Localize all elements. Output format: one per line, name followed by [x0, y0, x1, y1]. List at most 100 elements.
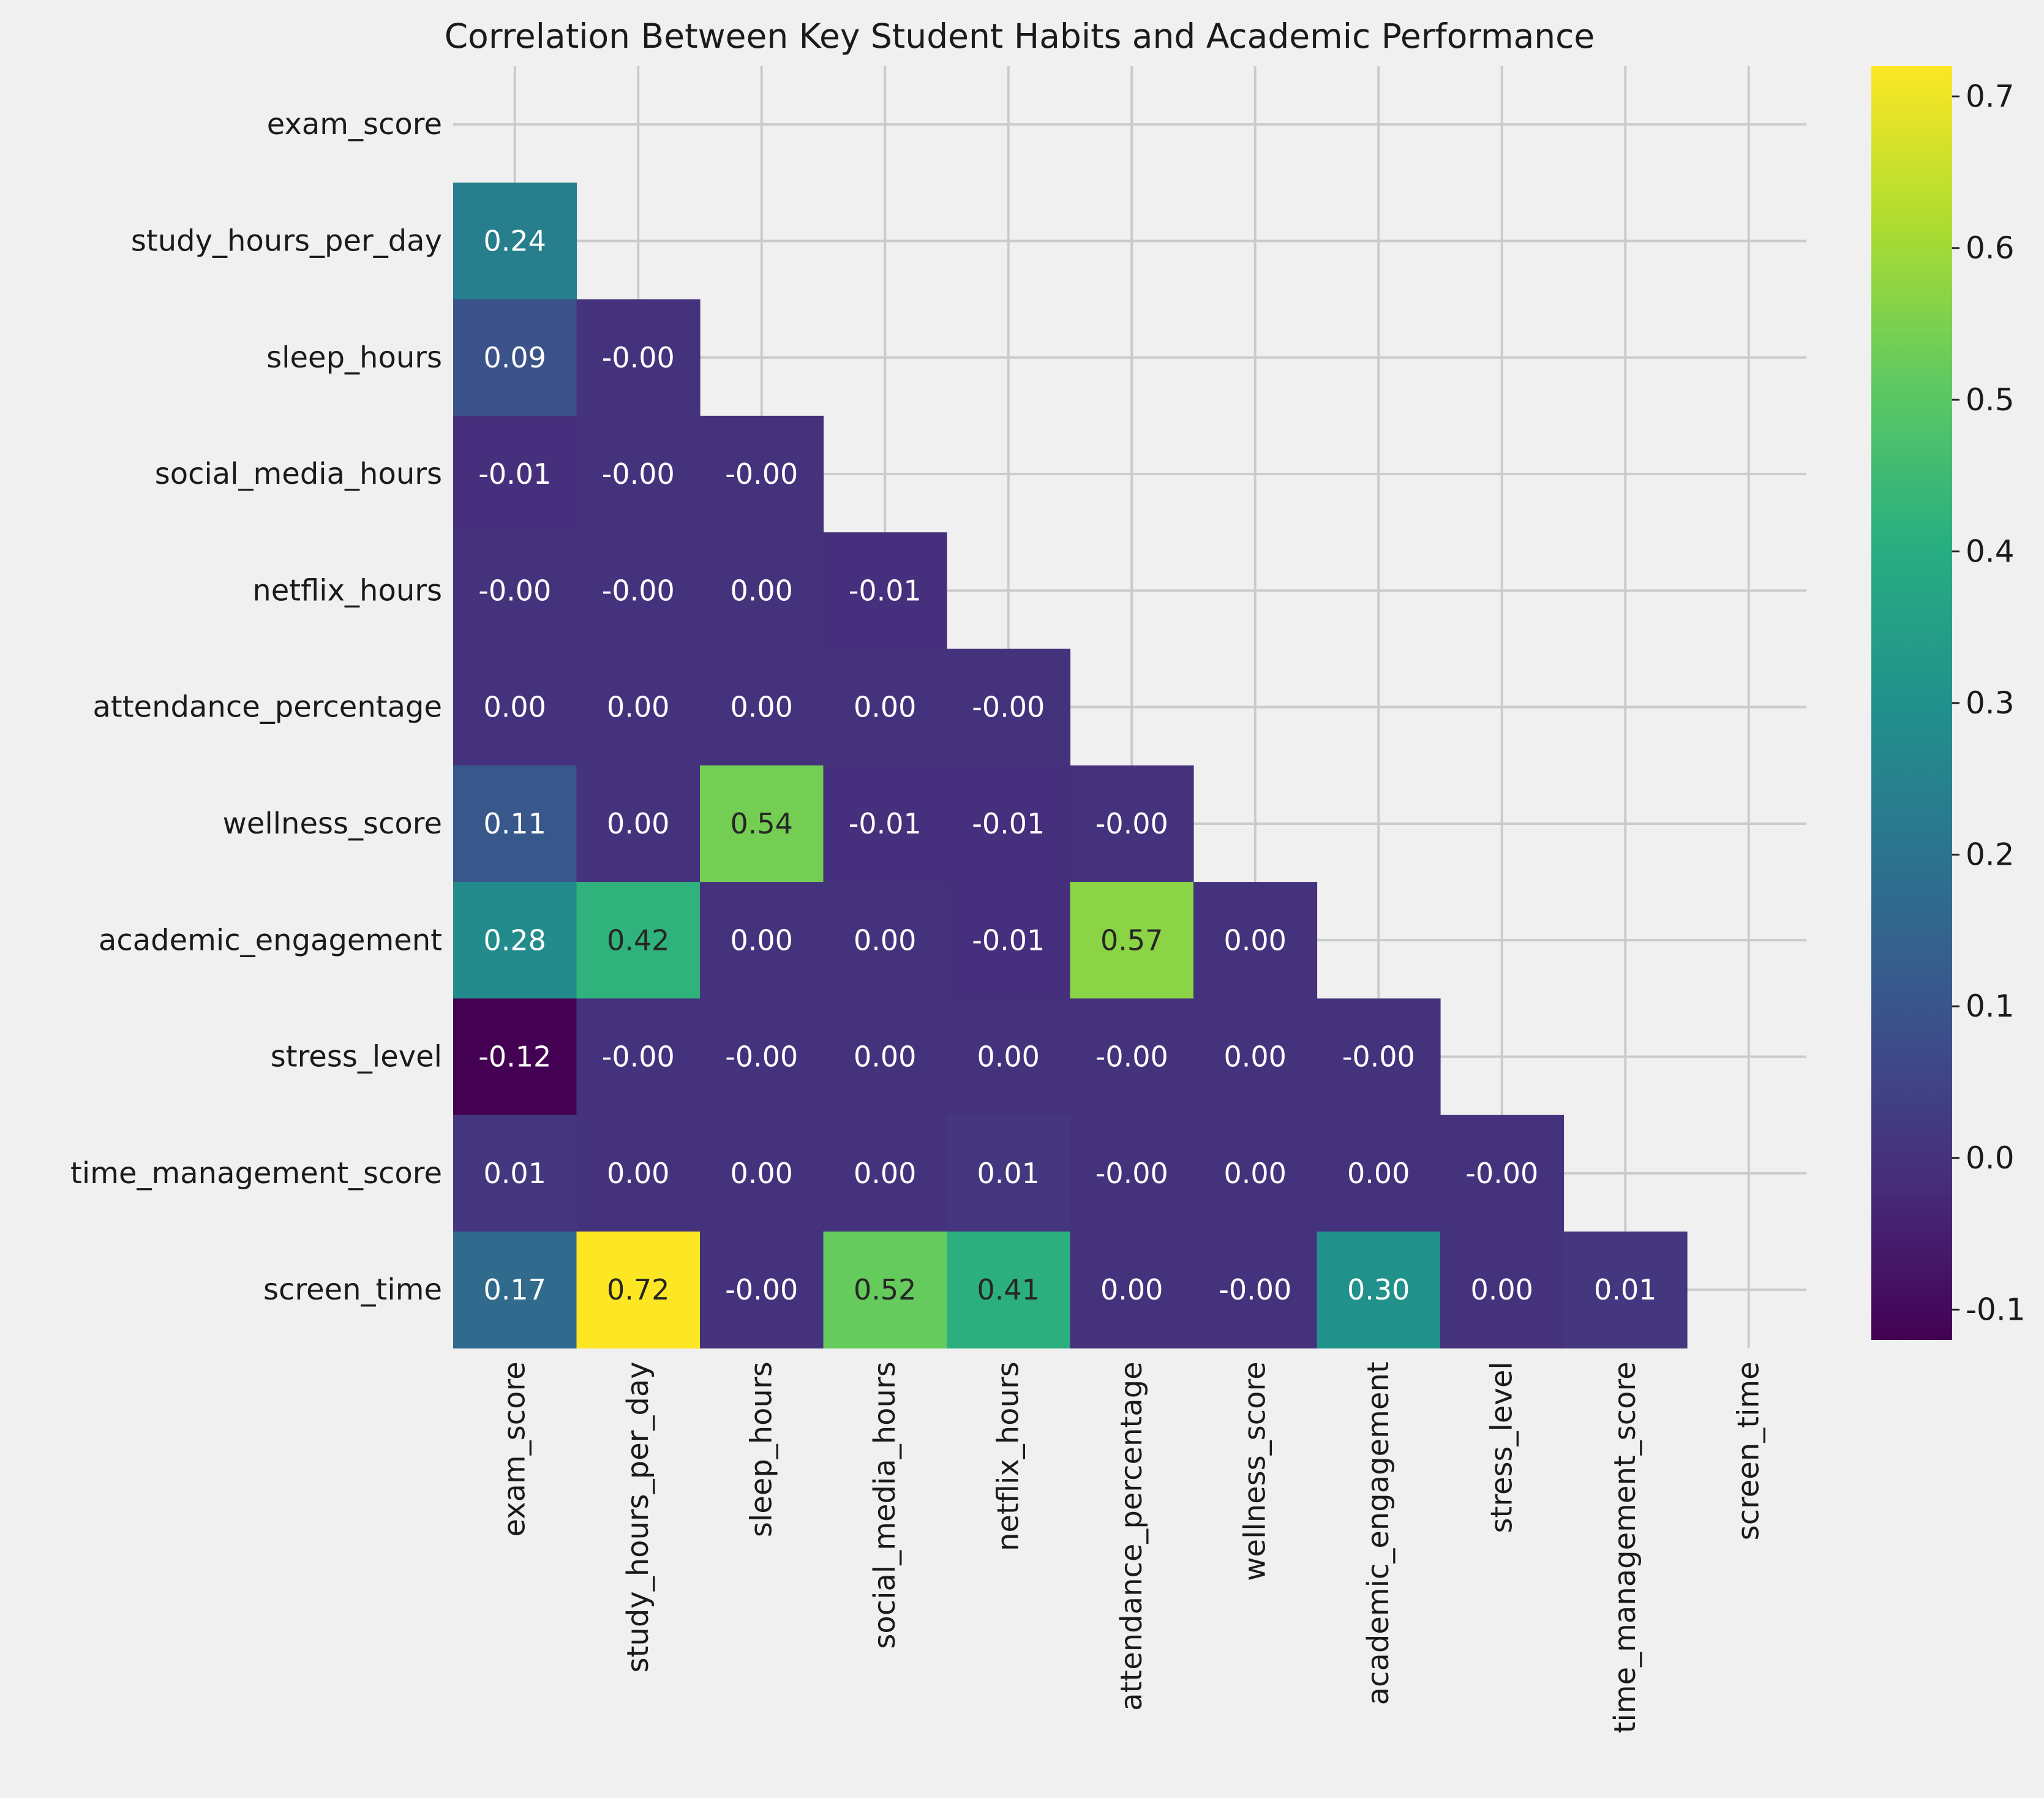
heatmap-cell [1440, 1232, 1565, 1348]
heatmap-cell [576, 882, 701, 999]
heatmap-cell [1070, 998, 1194, 1116]
colorbar-tick-label: 0.4 [1966, 533, 2015, 569]
heatmap-cell-label: 0.00 [484, 691, 546, 724]
heatmap-cell [576, 998, 701, 1116]
row-tick-label: screen_time [263, 1273, 442, 1307]
colorbar-tick-label: -0.1 [1966, 1292, 2026, 1327]
heatmap-cell-label: 0.00 [731, 691, 793, 724]
heatmap-cell-label: -0.00 [725, 1273, 798, 1306]
heatmap-cell [1317, 1232, 1441, 1348]
heatmap-cells [453, 182, 1688, 1348]
heatmap-cell [947, 1115, 1071, 1232]
heatmap-cell-label: -0.00 [602, 341, 675, 374]
heatmap-cell-label: 0.00 [607, 1157, 669, 1190]
colorbar-tick-label: 0.3 [1966, 685, 2015, 721]
heatmap-cell-label: -0.00 [972, 691, 1045, 724]
heatmap-cell [576, 649, 701, 766]
heatmap-cell-label: 0.00 [1347, 1157, 1410, 1190]
heatmap-cell [947, 998, 1071, 1116]
heatmap-cell [453, 765, 577, 882]
heatmap-cell [576, 1115, 701, 1232]
heatmap-cell-label: 0.00 [1224, 1040, 1287, 1074]
colorbar-ticks: -0.1 0.0 0.1 0.2 0.3 0.4 0.5 0.6 0.7 [1952, 79, 2026, 1327]
heatmap-cell-label: -0.01 [972, 923, 1045, 957]
heatmap-cell [823, 998, 947, 1116]
heatmap-cell-label: 0.41 [977, 1273, 1040, 1306]
heatmap-cell [453, 299, 577, 416]
heatmap-cell [576, 532, 701, 650]
heatmap-cell-label: -0.00 [602, 1040, 675, 1074]
heatmap-cell-label: 0.00 [854, 691, 916, 724]
column-tick-labels: exam_score study_hours_per_day sleep_hours… [498, 1361, 1766, 1733]
heatmap-cell-label: -0.00 [1095, 1040, 1168, 1074]
heatmap-cell-label: 0.00 [854, 1157, 916, 1190]
heatmap-cell [700, 882, 824, 999]
column-tick-label: wellness_score [1238, 1361, 1272, 1581]
heatmap-cell-label: -0.01 [478, 457, 551, 491]
column-tick-label: time_management_score [1608, 1361, 1642, 1733]
heatmap-cell-label: 0.52 [854, 1273, 916, 1306]
heatmap-cell [700, 532, 824, 650]
heatmap-cell [453, 532, 577, 650]
heatmap-cell [947, 1232, 1071, 1348]
heatmap-cell-label: -0.00 [1465, 1157, 1538, 1190]
heatmap-cell [700, 1232, 824, 1348]
heatmap-cell-label: -0.01 [849, 807, 922, 840]
heatmap-cell-label: 0.17 [484, 1273, 546, 1306]
heatmap-cell [1070, 1232, 1194, 1348]
row-tick-label: wellness_score [223, 807, 442, 841]
colorbar-tick-label: 0.6 [1966, 230, 2015, 266]
heatmap-cell [1193, 998, 1318, 1116]
colorbar-tick-label: 0.7 [1966, 79, 2015, 115]
heatmap-cell [700, 998, 824, 1116]
heatmap-cell-label: 0.00 [1100, 1273, 1163, 1306]
heatmap-cell [823, 882, 947, 999]
heatmap-cell-label: 0.01 [977, 1157, 1040, 1190]
column-tick-label: exam_score [498, 1361, 532, 1537]
heatmap-cell [576, 1232, 701, 1348]
heatmap-cell-label: 0.57 [1100, 923, 1163, 957]
heatmap-cell [576, 415, 701, 533]
row-tick-label: attendance_percentage [93, 690, 443, 724]
heatmap-cell-label: -0.00 [1219, 1273, 1291, 1306]
heatmap-cell-label: 0.00 [854, 1040, 916, 1074]
heatmap-cell-label: 0.00 [1471, 1273, 1533, 1306]
column-tick-label: stress_level [1485, 1361, 1519, 1533]
heatmap-cell-label: -0.00 [1095, 807, 1168, 840]
colorbar-tick-label: 0.2 [1966, 837, 2015, 873]
heatmap-cell-label: 0.24 [484, 224, 546, 257]
heatmap-cell [1440, 1115, 1565, 1232]
heatmap-cell [453, 998, 577, 1116]
heatmap-cell-label: 0.00 [1224, 1157, 1287, 1190]
colorbar-tick-label: 0.1 [1966, 988, 2015, 1024]
heatmap-cell-label: 0.54 [731, 807, 793, 840]
heatmap-cell-label: 0.00 [607, 691, 669, 724]
heatmap-cell-label: 0.00 [607, 807, 669, 840]
heatmap-cell [453, 415, 577, 533]
row-tick-label: exam_score [267, 107, 442, 141]
heatmap-cell [1070, 882, 1194, 999]
heatmap-cell-label: 0.09 [484, 341, 546, 374]
heatmap-cell-label: 0.42 [607, 923, 669, 957]
heatmap-cell [700, 1115, 824, 1232]
heatmap-cell [1193, 882, 1318, 999]
heatmap-cell [947, 882, 1071, 999]
heatmap-cell-label: 0.01 [1594, 1273, 1656, 1306]
row-tick-labels: exam_score study_hours_per_day sleep_hours… [70, 107, 442, 1307]
heatmap-cell [700, 765, 824, 882]
colorbar [1871, 66, 1952, 1340]
heatmap-cell [453, 649, 577, 766]
heatmap-cell [823, 1232, 947, 1348]
heatmap-cell-label: 0.30 [1347, 1273, 1410, 1306]
heatmap-cell-label: -0.00 [602, 574, 675, 607]
column-tick-label: screen_time [1732, 1361, 1766, 1540]
heatmap-cell-label: 0.00 [731, 1157, 793, 1190]
heatmap-cell-label: 0.00 [731, 923, 793, 957]
heatmap-cell [947, 649, 1071, 766]
colorbar-tick-label: 0.5 [1966, 382, 2015, 418]
row-tick-label: time_management_score [70, 1156, 442, 1191]
heatmap-cell [453, 1115, 577, 1232]
column-tick-label: sleep_hours [745, 1361, 779, 1537]
chart-title: Correlation Between Key Student Habits a… [445, 17, 1595, 56]
